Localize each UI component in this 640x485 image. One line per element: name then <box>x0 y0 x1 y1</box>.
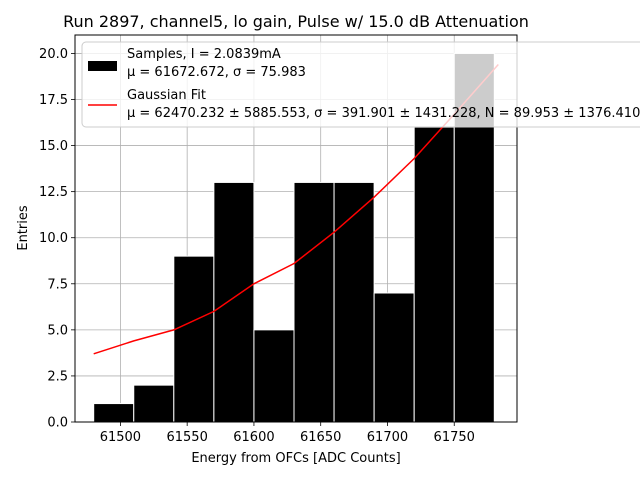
legend-stats-samples: μ = 61672.672, σ = 75.983 <box>127 65 306 80</box>
x-tick-label-0: 61500 <box>100 430 141 445</box>
legend-stats-fit: μ = 62470.232 ± 5885.553, σ = 391.901 ± … <box>127 106 640 121</box>
histogram-bar-5 <box>293 181 335 423</box>
y-tick-label-0: 0.0 <box>47 416 68 431</box>
y-tick-label-3: 7.5 <box>47 277 68 292</box>
legend-label-samples: Samples, I = 2.0839mA <box>127 47 281 62</box>
y-tick-label-8: 20.0 <box>39 47 68 62</box>
legend-swatch-samples <box>88 61 117 71</box>
y-tick-label-2: 5.0 <box>47 323 68 338</box>
y-tick-label-6: 15.0 <box>39 139 68 154</box>
x-tick-label-5: 61750 <box>434 430 475 445</box>
x-axis-label: Energy from OFCs [ADC Counts] <box>191 451 400 466</box>
x-tick-label-1: 61550 <box>166 430 207 445</box>
y-tick-label-1: 2.5 <box>47 369 68 384</box>
histogram-bar-6 <box>333 181 375 423</box>
fit-line <box>93 64 499 355</box>
histogram-bar-1 <box>133 384 175 423</box>
y-tick-label-5: 12.5 <box>39 185 68 200</box>
fit-curve <box>93 64 499 355</box>
legend-box <box>81 41 640 128</box>
histogram-bar-7 <box>373 292 415 423</box>
histogram-bar-0 <box>93 403 135 423</box>
y-tick-label-7: 17.5 <box>39 93 68 108</box>
x-tick-label-2: 61600 <box>233 430 274 445</box>
chart-title: Run 2897, channel5, lo gain, Pulse w/ 15… <box>63 12 529 31</box>
plot-frame <box>74 34 518 423</box>
x-axis-ticks: 61500 61550 61600 61650 61700 61750 <box>100 422 475 445</box>
x-tick-label-4: 61700 <box>367 430 408 445</box>
legend: Samples, I = 2.0839mA μ = 61672.672, σ =… <box>81 41 640 128</box>
legend-label-fit: Gaussian Fit <box>127 88 206 103</box>
histogram-bar-3 <box>213 181 255 423</box>
y-axis-label: Entries <box>16 205 31 251</box>
y-tick-label-4: 10.0 <box>39 231 68 246</box>
histogram-bar-4 <box>253 329 295 423</box>
histogram-bar-2 <box>173 255 215 423</box>
x-tick-label-3: 61650 <box>300 430 341 445</box>
histogram-bars <box>93 52 495 423</box>
histogram-bar-8 <box>413 126 455 423</box>
y-axis-ticks: 0.0 2.5 5.0 7.5 10.0 12.5 15.0 17.5 20.0 <box>39 47 75 431</box>
